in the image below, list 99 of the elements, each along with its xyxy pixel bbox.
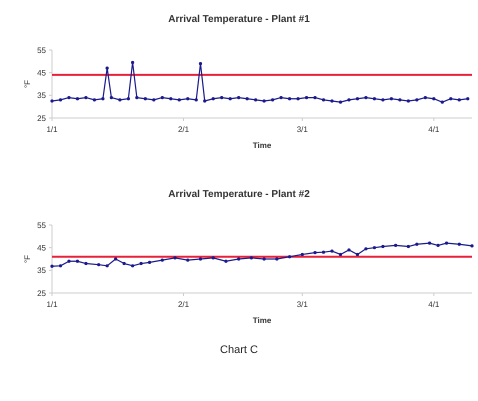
point <box>381 98 385 102</box>
point <box>92 98 96 102</box>
point <box>50 99 54 103</box>
x-tick-label: 2/1 <box>178 300 190 309</box>
point <box>449 97 452 100</box>
point <box>203 99 206 103</box>
point <box>148 260 152 264</box>
point <box>198 62 202 66</box>
point <box>440 100 444 104</box>
point <box>118 98 122 102</box>
point <box>390 97 393 100</box>
y-tick-label: 55 <box>37 46 47 55</box>
point <box>338 252 342 256</box>
point <box>106 264 109 268</box>
y-axis-title: °F <box>23 80 32 88</box>
point <box>194 98 198 102</box>
point <box>356 252 360 256</box>
point <box>139 262 143 266</box>
point <box>76 260 80 263</box>
text: Chart C <box>220 344 258 356</box>
point <box>131 60 134 64</box>
chart-title: Arrival Temperature - Plant #1 <box>168 14 310 25</box>
point <box>186 258 190 262</box>
point <box>106 66 109 70</box>
point <box>356 97 360 100</box>
point <box>372 97 376 100</box>
y-tick-label: 25 <box>37 288 47 298</box>
point <box>198 257 202 261</box>
point <box>173 256 177 260</box>
point <box>313 96 317 100</box>
point <box>415 242 418 246</box>
point <box>152 98 156 102</box>
point <box>470 244 474 248</box>
point <box>330 99 334 103</box>
point <box>458 242 461 246</box>
point <box>97 263 100 266</box>
point <box>212 97 215 100</box>
point <box>428 242 432 245</box>
point <box>131 264 134 268</box>
x-tick-label: 4/1 <box>428 300 440 309</box>
x-tick-label: 2/1 <box>178 125 190 134</box>
point <box>424 96 427 100</box>
x-tick-label: 3/1 <box>296 125 308 134</box>
x-axis-title: Time <box>252 316 272 325</box>
point <box>406 244 410 248</box>
y-tick-label: 45 <box>37 68 47 78</box>
point <box>84 96 88 100</box>
point <box>347 248 351 252</box>
x-tick-label: 1/1 <box>46 125 58 134</box>
point <box>50 264 54 268</box>
point <box>415 98 418 102</box>
y-tick-label: 35 <box>37 266 47 276</box>
point <box>338 100 342 104</box>
x-tick-label: 1/1 <box>46 300 58 309</box>
point <box>398 98 402 102</box>
point <box>58 264 62 268</box>
point <box>122 262 126 266</box>
point <box>458 98 461 102</box>
point <box>178 98 181 102</box>
point <box>76 97 80 100</box>
point <box>313 251 317 254</box>
point <box>160 96 164 100</box>
point <box>394 244 398 247</box>
point <box>330 249 334 253</box>
x-axis-title: Time <box>252 141 272 150</box>
point <box>381 244 385 248</box>
point <box>364 96 368 100</box>
y-tick-label: 25 <box>37 114 47 123</box>
y-axis-title: °F <box>23 254 32 264</box>
point <box>322 250 326 254</box>
point <box>212 256 215 260</box>
point <box>169 97 172 100</box>
y-tick-label: 55 <box>37 220 47 230</box>
point <box>135 96 138 100</box>
point <box>58 98 62 102</box>
point <box>444 242 448 245</box>
point <box>347 98 351 102</box>
point <box>67 260 71 263</box>
point <box>406 99 410 103</box>
y-tick-label: 45 <box>37 243 47 252</box>
x-tick-label: 3/1 <box>296 300 308 309</box>
chart-title: Arrival Temperature - Plant #2 <box>168 189 310 200</box>
point <box>364 247 368 250</box>
point <box>432 97 436 100</box>
point <box>110 96 113 100</box>
point <box>101 97 105 100</box>
point <box>126 97 130 100</box>
point <box>67 96 71 100</box>
point <box>160 258 164 262</box>
point <box>466 97 470 100</box>
y-tick-label: 35 <box>37 91 47 100</box>
point <box>84 262 88 266</box>
point <box>186 97 190 100</box>
point <box>144 97 147 100</box>
point <box>436 244 440 247</box>
x-tick-label: 4/1 <box>428 125 440 134</box>
point <box>372 246 376 250</box>
point <box>322 98 326 102</box>
point <box>114 257 118 261</box>
